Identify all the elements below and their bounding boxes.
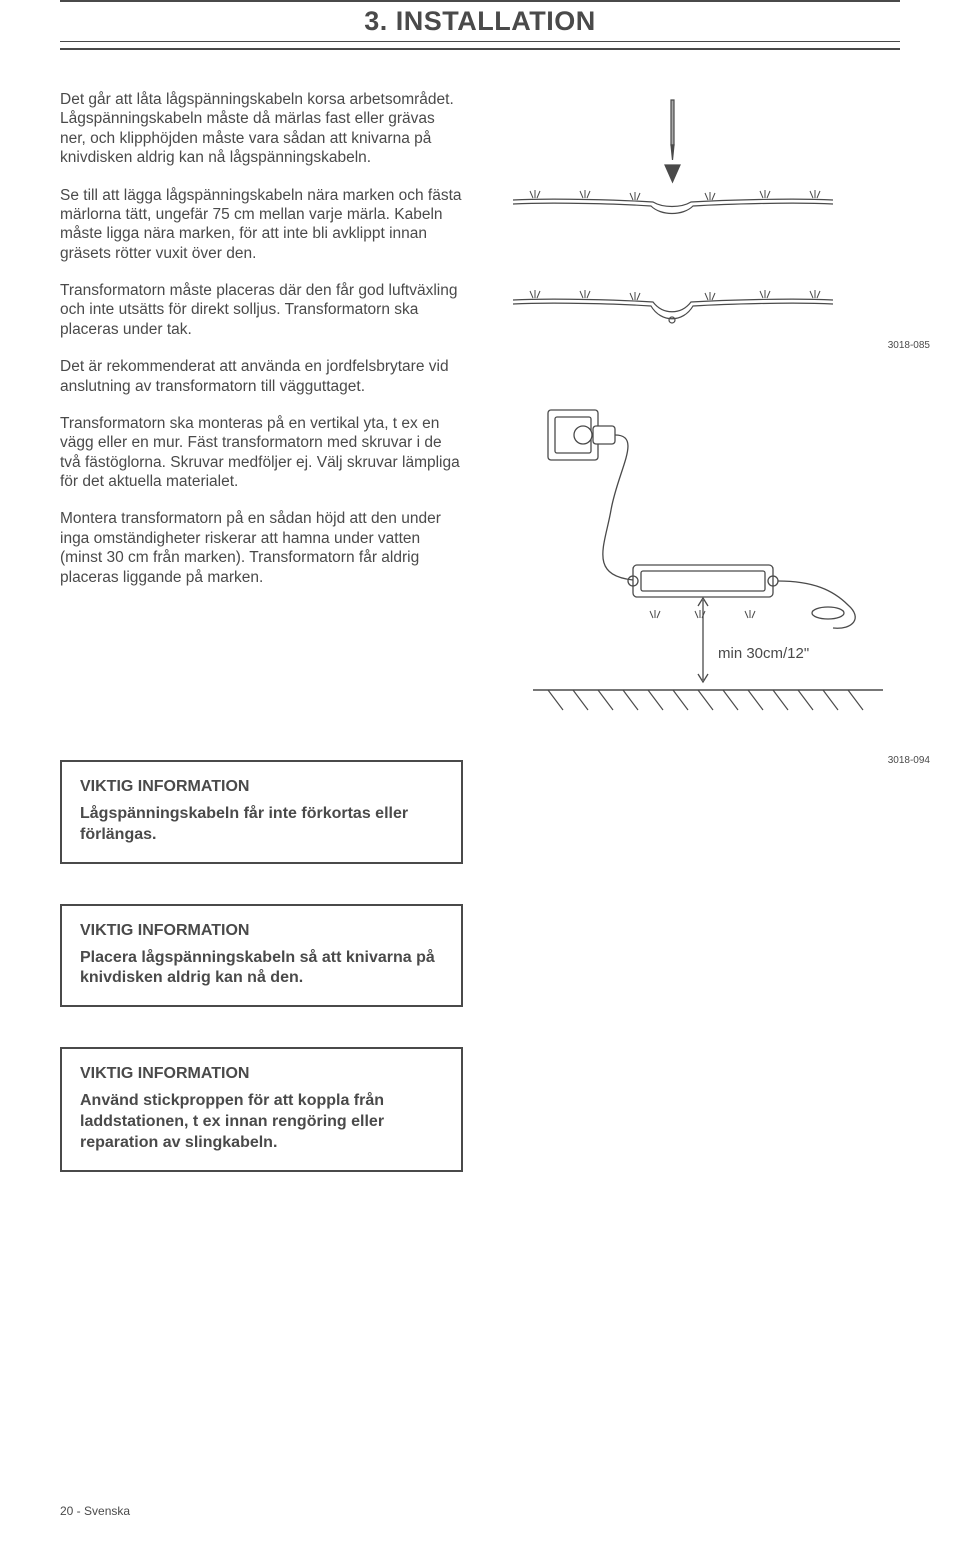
info-box-1-title: VIKTIG INFORMATION [80,778,443,796]
info-box-3: VIKTIG INFORMATION Använd stickproppen f… [60,1047,463,1171]
info-box-1: VIKTIG INFORMATION Lågspänningskabeln få… [60,760,463,864]
paragraph-2: Se till att lägga lågspänningskabeln när… [60,186,463,264]
info-box-2-title: VIKTIG INFORMATION [80,922,443,940]
paragraph-3: Transformatorn måste placeras där den få… [60,281,463,339]
header-inner-rule: 3. INSTALLATION [60,6,900,42]
info-box-2: VIKTIG INFORMATION Placera lågspänningsk… [60,904,463,1008]
paragraph-4: Det är rekommenderat att använda en jord… [60,357,463,396]
page-header: 3. INSTALLATION [60,0,900,50]
paragraph-5: Transformatorn ska monteras på en vertik… [60,414,463,492]
page-footer: 20 - Svenska [60,1504,130,1518]
info-box-3-text: Använd stickproppen för att koppla från … [80,1091,443,1153]
paragraph-1: Det går att låta lågspänningskabeln kors… [60,90,463,168]
info-box-1-text: Lågspänningskabeln får inte förkortas el… [80,804,443,846]
min-height-label: min 30cm/12" [718,645,809,662]
cable-buried-diagram [493,260,853,350]
section-title: 3. INSTALLATION [60,6,900,37]
transformer-diagram: min 30cm/12" [493,390,893,720]
text-column: Det går att låta lågspänningskabeln kors… [60,90,463,720]
paragraph-6: Montera transformatorn på en sådan höjd … [60,509,463,587]
figure-2-label: 3018-094 [888,755,930,766]
figure-1-label: 3018-085 [888,340,930,351]
figure-column: 3018-085 [493,90,900,720]
cable-peg-diagram [493,90,853,260]
main-content-row: Det går att låta lågspänningskabeln kors… [60,90,900,720]
info-box-3-title: VIKTIG INFORMATION [80,1065,443,1083]
info-box-2-text: Placera lågspänningskabeln så att knivar… [80,948,443,990]
